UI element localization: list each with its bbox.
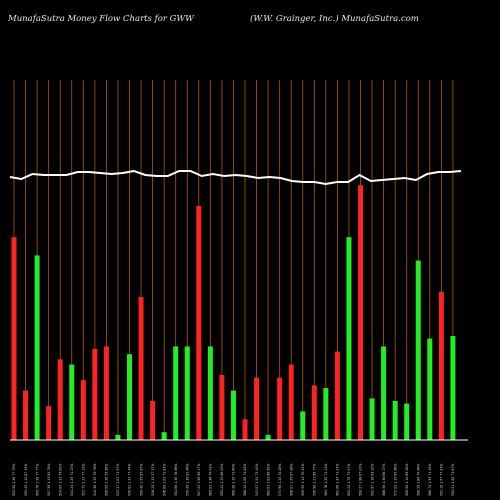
x-tick-label: 588.74 1.39 71.45% [428,464,432,496]
x-tick-label: 523.17 1.02 71.57% [116,464,120,496]
x-tick-label: 591.19 1.57 77.83% [440,464,444,496]
x-tick-label: 580.94 1.14 69.28% [405,464,409,496]
bar [11,237,17,440]
x-tick-label: 560.03 1.02 66.58% [266,464,270,496]
bar [381,346,387,440]
bar [57,359,63,440]
x-tick-label: 562.06 1.34 71.23% [336,464,340,496]
bar [369,398,375,440]
bar [207,346,213,440]
bar [415,260,421,440]
bar [184,346,190,440]
x-tick-label: 530.49 1.36 82.46% [185,464,189,496]
bar [138,297,144,440]
chart-title-left: MunafaSutra Money Flow Charts for GWW [8,14,194,24]
bar [80,380,86,440]
bar [265,434,271,440]
bar [196,206,202,440]
bar [300,411,306,440]
chart-title-right: (W.W. Grainger, Inc.) MunafaSutra.com [250,14,419,24]
bar [311,385,317,440]
bar [346,237,352,440]
x-tick-label: 503.49 1.12 67.13% [24,464,28,496]
x-tick-label: 563.76 1.20 71.21% [324,464,328,496]
x-tick-label: 516.25 1.15 57.37% [151,464,155,496]
bar [438,291,444,440]
bar [404,403,410,440]
bar [288,364,294,440]
bar [450,336,456,440]
x-tick-label: 546.60 1.03 71.81% [162,464,166,496]
bar [254,377,260,440]
bar [69,364,75,440]
bar [23,390,29,440]
bar [115,434,121,440]
x-tick-label: 530.82 1.33 77.44% [128,464,132,496]
x-tick-label: 572.03 1.15 65.96% [393,464,397,496]
x-tick-label: 543.07 1.24 73.44% [255,464,259,496]
bar [427,338,433,440]
x-tick-label: 523.72 1.23 77.22% [82,464,86,496]
bar [34,255,40,440]
x-tick-label: 566.24 1.08 74.82% [243,464,247,496]
bar [103,346,109,440]
bar [127,354,132,440]
bar [334,351,340,440]
bar [150,401,156,440]
bar [161,432,167,440]
x-tick-label: 590.24 1.25 66.02% [220,464,224,496]
x-tick-label: 586.87 1.29 67.86% [289,464,293,496]
bar [230,390,236,440]
x-tick-label: 514.85 1.31 74.62% [58,464,62,496]
bar [323,388,329,440]
x-tick-label: 508.48 1.55 85.67% [139,464,143,496]
x-tick-label: 503.50 1.36 77.70% [12,464,16,496]
money-flow-line [9,169,462,186]
x-tick-label: 566.58 1.36 68.27% [382,464,386,496]
x-tick-label: 514.30 1.35 70.76% [93,464,97,496]
bar [46,406,52,440]
bar [242,419,248,440]
x-tick-label: 557.22 1.90 80.17% [197,464,201,496]
x-tick-label: 588.29 1.69 74.46% [416,464,420,496]
bar [92,349,98,440]
x-tick-label: 556.98 1.21 69.77% [313,464,317,496]
bar [173,346,179,440]
x-tick-label: 588.27 1.98 67.81% [359,464,363,496]
x-tick-label: 509.76 1.58 77.77% [35,464,39,496]
x-tick-label: 592.97 1.16 69.10% [370,464,374,496]
bar [358,185,363,440]
x-tick-label: 568.18 1.19 71.60% [232,464,236,496]
bar [219,375,225,440]
x-tick-label: 507.39 1.13 84.78% [47,464,51,496]
x-tick-label: 502.88 1.36 76.96% [174,464,178,496]
bar [392,401,398,440]
x-tick-label: 583.24 1.78 72.57% [347,464,351,496]
x-tick-label: 559.93 1.11 70.42% [301,464,305,496]
x-tick-label: 514.24 1.29 71.21% [70,464,74,496]
x-tick-label: 573.98 1.24 70.28% [278,464,282,496]
x-tick-label: 569.03 1.36 74.41% [209,464,213,496]
x-tick-label: 594.51 1.40 71.67% [451,464,455,496]
x-tick-label: 500.00 1.36 53.58% [105,464,109,496]
bar [277,377,283,440]
